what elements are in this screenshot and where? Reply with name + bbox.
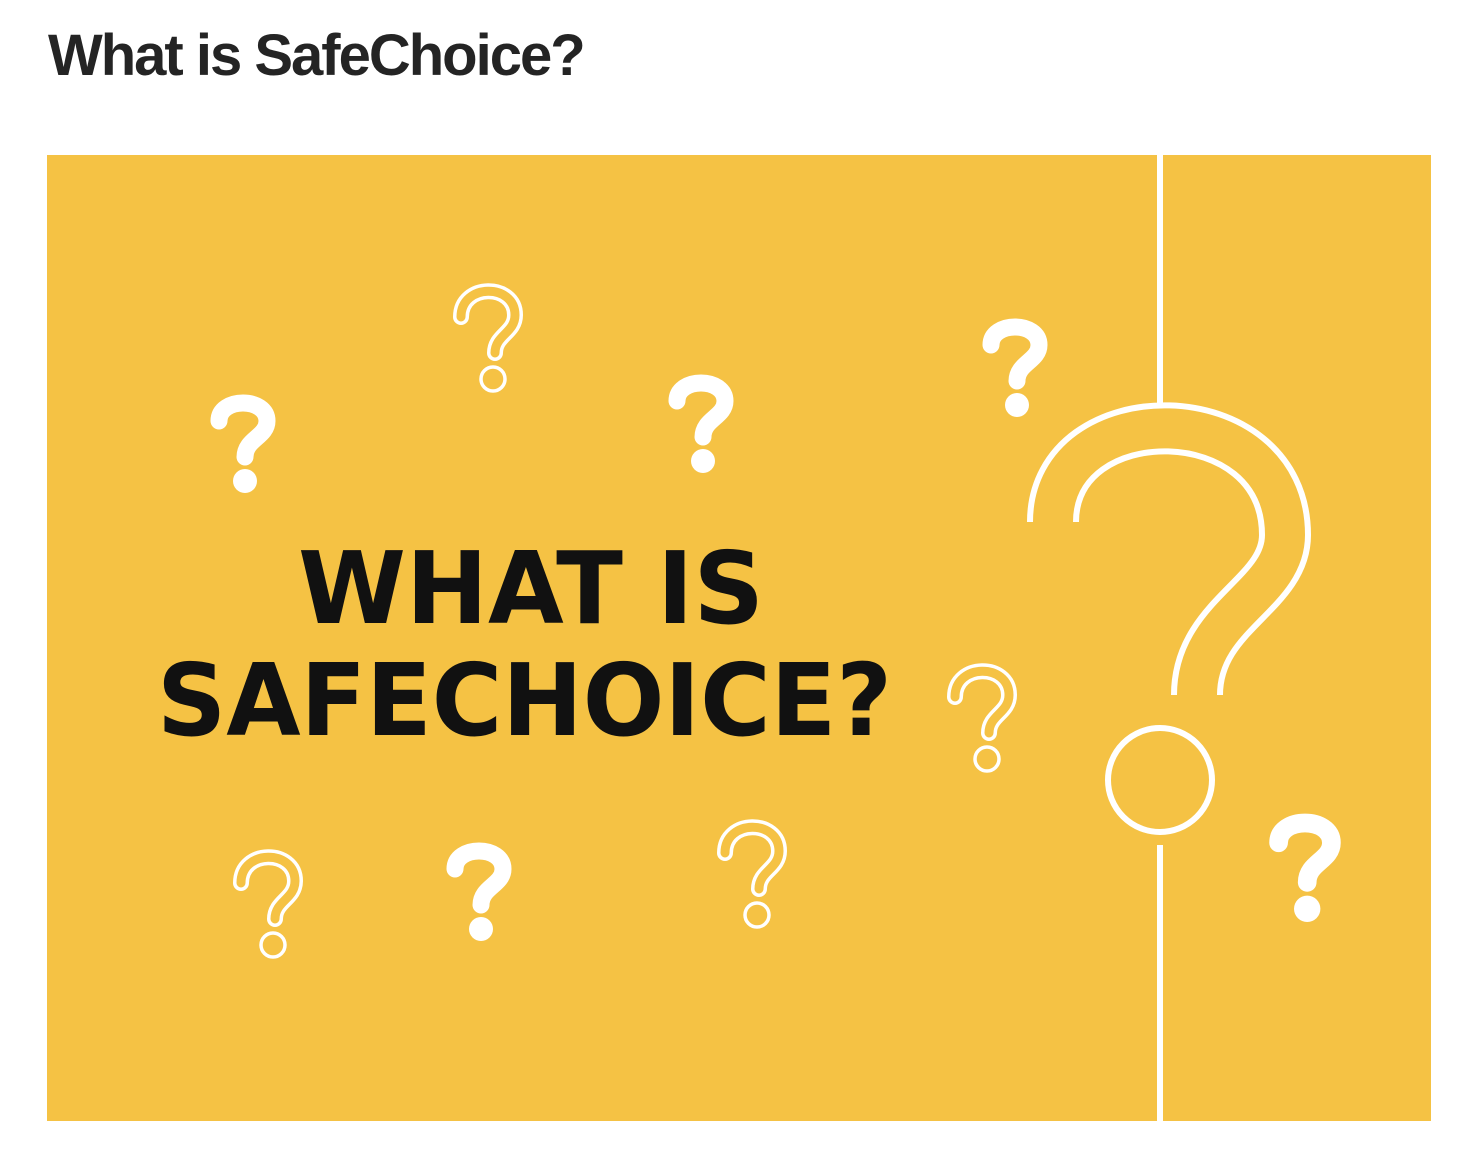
page-title: What is SafeChoice? [48,23,586,88]
large-question-mark-icon [1027,402,1311,835]
hero-illustration: WHAT IS SAFECHOICE? [47,155,1431,1121]
hero-image: WHAT IS SAFECHOICE? [47,155,1431,1121]
hero-title-line-1: WHAT IS [298,530,764,647]
hero-title-line-2: SAFECHOICE? [157,642,892,759]
